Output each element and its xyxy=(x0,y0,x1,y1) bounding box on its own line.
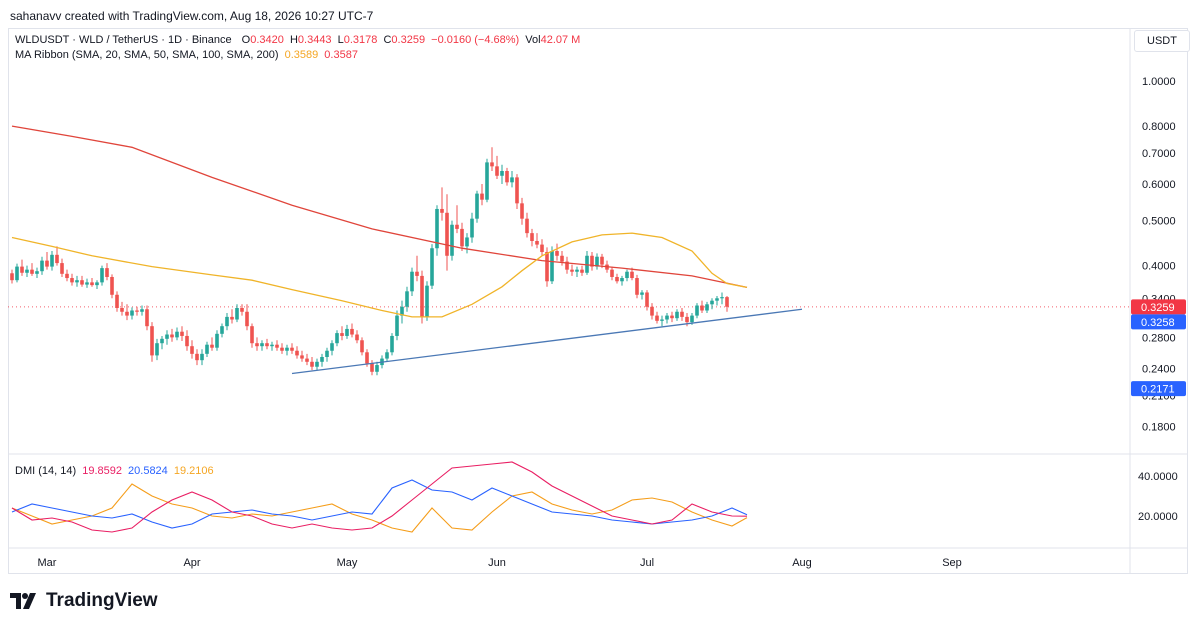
low-value: 0.3178 xyxy=(343,34,378,46)
tradingview-logo-icon xyxy=(10,593,36,609)
high-label: H xyxy=(289,34,298,46)
ma-legend: MA Ribbon (SMA, 20, SMA, 50, SMA, 100, S… xyxy=(15,49,361,61)
open-label: O xyxy=(241,34,251,46)
ma-value-1: 0.3589 xyxy=(284,49,319,61)
brand-name: TradingView xyxy=(46,590,158,611)
chart-credit: sahanavv created with TradingView.com, A… xyxy=(10,9,374,23)
volume-label: Vol xyxy=(525,34,541,46)
dmi-plus-value: 19.8592 xyxy=(82,465,122,477)
open-value: 0.3420 xyxy=(250,34,284,46)
ma-value-2: 0.3587 xyxy=(324,49,358,61)
dmi-minus-value: 20.5824 xyxy=(128,465,168,477)
currency-button[interactable]: USDT xyxy=(1134,30,1190,52)
close-value: 0.3259 xyxy=(391,34,426,46)
dmi-label[interactable]: DMI (14, 14) xyxy=(15,465,77,477)
low-label: L xyxy=(337,34,344,46)
high-value: 0.3443 xyxy=(297,34,332,46)
dmi-adx-value: 19.2106 xyxy=(173,465,214,477)
symbol-label[interactable]: WLDUSDT · WLD / TetherUS · 1D · Binance xyxy=(15,34,232,46)
tradingview-brand: TradingView xyxy=(10,590,158,612)
dmi-legend: DMI (14, 14) 19.8592 20.5824 19.2106 xyxy=(15,465,217,477)
close-label: C xyxy=(383,34,392,46)
ohlc-legend: WLDUSDT · WLD / TetherUS · 1D · Binance … xyxy=(15,34,583,46)
chart-frame xyxy=(8,28,1188,574)
volume-value: 42.07 M xyxy=(540,34,581,46)
change-value: −0.0160 (−4.68%) xyxy=(431,34,520,46)
ma-ribbon-label[interactable]: MA Ribbon (SMA, 20, SMA, 50, SMA, 100, S… xyxy=(15,49,279,61)
